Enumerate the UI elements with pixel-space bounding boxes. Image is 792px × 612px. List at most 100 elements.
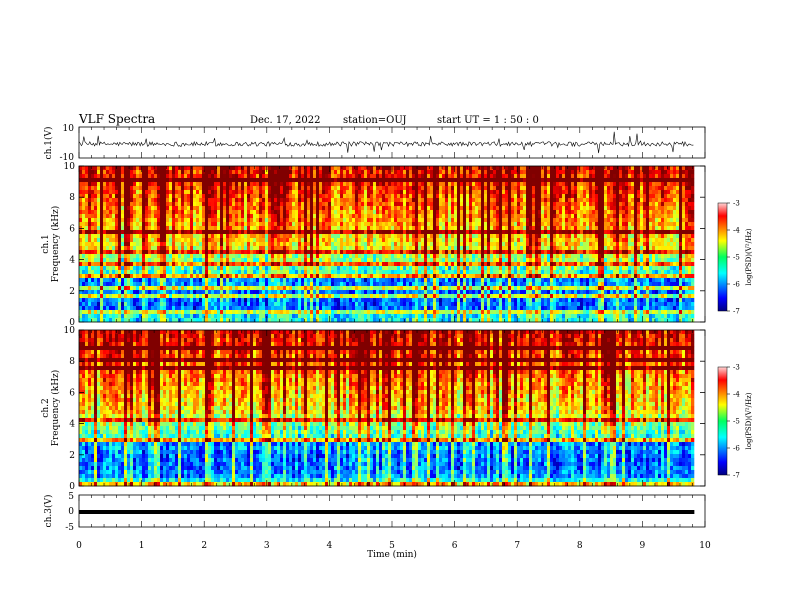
spectrogram-cell — [358, 178, 362, 183]
spectrogram-cell — [148, 174, 152, 179]
spectrogram-cell — [481, 174, 485, 179]
spectrogram-cell — [499, 202, 503, 207]
spectrogram-cell — [574, 194, 578, 199]
spectrogram-cell — [646, 174, 650, 179]
spectrogram-cell — [289, 166, 293, 171]
spectrogram-cell — [85, 210, 89, 215]
spectrogram-cell — [508, 242, 512, 247]
spectrogram-cell — [526, 230, 530, 235]
spectrogram-cell — [238, 234, 242, 239]
spectrogram-cell — [160, 182, 164, 187]
spectrogram-cell — [538, 178, 542, 183]
date-label: Dec. 17, 2022 — [250, 115, 320, 126]
spectrogram-cell — [433, 254, 437, 259]
spectrogram-cell — [379, 210, 383, 215]
spectrogram-cell — [97, 234, 101, 239]
spectrogram-cell — [691, 234, 695, 239]
spectrogram-cell — [640, 210, 644, 215]
spectrogram-cell — [118, 250, 122, 255]
spectrogram-cell — [112, 178, 116, 183]
spectrogram-cell — [382, 190, 386, 195]
spectrogram-cell — [589, 206, 593, 211]
spectrogram-cell — [433, 170, 437, 175]
spectrogram-cell — [445, 246, 449, 251]
spectrogram-cell — [358, 258, 362, 263]
spectrogram-cell — [619, 210, 623, 215]
spectrogram-cell — [484, 202, 488, 207]
spectrogram-cell — [457, 226, 461, 231]
spectrogram-cell — [79, 234, 83, 239]
spectrogram-cell — [265, 242, 269, 247]
spectrogram-cell — [211, 222, 215, 227]
spectrogram-cell — [586, 230, 590, 235]
spectrogram-cell — [553, 234, 557, 239]
spectrogram-cell — [529, 190, 533, 195]
spectrogram-cell — [508, 178, 512, 183]
spectrogram-cell — [118, 222, 122, 227]
spectrogram-cell — [442, 234, 446, 239]
spectrogram-cell — [259, 186, 263, 191]
spectrogram-cell — [88, 198, 92, 203]
spectrogram-cell — [334, 218, 338, 223]
spectrogram-cell — [649, 186, 653, 191]
spectrogram-cell — [505, 250, 509, 255]
spectrogram-cell — [94, 178, 98, 183]
spectrogram-cell — [568, 198, 572, 203]
spectrogram-cell — [382, 234, 386, 239]
spectrogram-cell — [508, 166, 512, 171]
spectrogram-cell — [610, 166, 614, 171]
spectrogram-cell — [247, 226, 251, 231]
spectrogram-cell — [508, 170, 512, 175]
spectrogram-cell — [532, 234, 536, 239]
spectrogram-cell — [244, 246, 248, 251]
spectrogram-cell — [331, 214, 335, 219]
spectrogram-cell — [643, 170, 647, 175]
spectrogram-cell — [517, 242, 521, 247]
spectrogram-cell — [229, 226, 233, 231]
spectrogram-cell — [493, 206, 497, 211]
spectrogram-cell — [445, 166, 449, 171]
spectrogram-cell — [217, 222, 221, 227]
spectrogram-cell — [160, 178, 164, 183]
spectrogram-cell — [556, 234, 560, 239]
spectrogram-cell — [178, 234, 182, 239]
spectrogram-cell — [682, 222, 686, 227]
spectrogram-cell — [427, 166, 431, 171]
spectrogram-cell — [433, 186, 437, 191]
spectrogram-cell — [328, 230, 332, 235]
spectrogram-cell — [625, 190, 629, 195]
spectrogram-cell — [637, 222, 641, 227]
spectrogram-cell — [616, 214, 620, 219]
spectrogram-cell — [166, 206, 170, 211]
spectrogram-cell — [682, 178, 686, 183]
spectrogram-cell — [565, 170, 569, 175]
spectrogram-cell — [91, 182, 95, 187]
spectrogram-cell — [439, 206, 443, 211]
spectrogram-cell — [379, 214, 383, 219]
spectrogram-cell — [172, 194, 176, 199]
spectrogram-cell — [583, 234, 587, 239]
spectrogram-cell — [268, 186, 272, 191]
spectrogram-cell — [238, 198, 242, 203]
spectrogram-cell — [304, 178, 308, 183]
spectrogram-cell — [598, 250, 602, 255]
spectrogram-cell — [109, 242, 113, 247]
spectrogram-cell — [238, 178, 242, 183]
spectrogram-cell — [280, 234, 284, 239]
spectrogram-cell — [307, 214, 311, 219]
spectrogram-cell — [154, 250, 158, 255]
spectrogram-cell — [226, 182, 230, 187]
spectrogram-cell — [481, 234, 485, 239]
spectrogram-cell — [685, 170, 689, 175]
spectrogram-cell — [298, 170, 302, 175]
spectrogram-cell — [94, 202, 98, 207]
spectrogram-cell — [649, 250, 653, 255]
spectrogram-cell — [433, 222, 437, 227]
spectrogram-cell — [583, 174, 587, 179]
spectrogram-cell — [130, 254, 134, 259]
spectrogram-cell — [610, 174, 614, 179]
spectrogram-cell — [157, 258, 161, 263]
spectrogram-cell — [307, 198, 311, 203]
spectrogram-cell — [436, 222, 440, 227]
spectrogram-cell — [673, 202, 677, 207]
